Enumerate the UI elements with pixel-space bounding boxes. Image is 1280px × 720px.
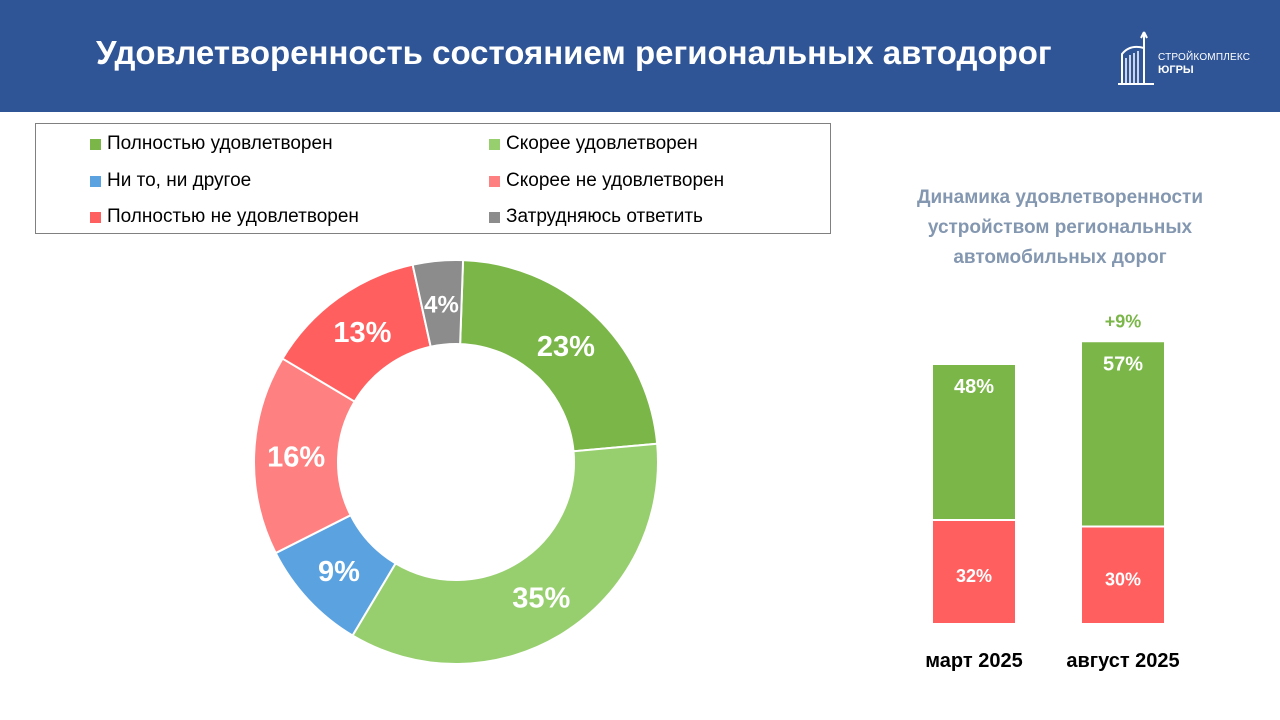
legend-label: Полностью не удовлетворен [107, 206, 359, 227]
bar-segment [931, 519, 1017, 625]
bar-value-label: 57% [1103, 353, 1143, 375]
bar-segment [931, 363, 1017, 521]
legend-swatch [489, 138, 500, 150]
legend-swatch [489, 211, 500, 223]
logo-text-line2: ЮГРЫ [1158, 64, 1194, 76]
donut-slice [411, 259, 465, 348]
legend-item: Скорее удовлетворен [489, 133, 698, 155]
bar-value-label: 30% [1105, 569, 1141, 589]
legend-swatch [90, 138, 101, 150]
donut-slice-label: 23% [537, 331, 595, 363]
bar-value-label: 32% [956, 566, 992, 586]
donut-slice-label: 13% [333, 317, 391, 349]
page-title: Удовлетворенность состоянием региональны… [96, 34, 1052, 71]
bar-segment [1080, 525, 1166, 625]
dynamics-chart-title: Динамика удовлетворенности устройством р… [916, 187, 1204, 268]
company-logo: СТРОЙКОМПЛЕКС ЮГРЫ [1114, 28, 1254, 86]
bar-category-label: март 2025 [925, 650, 1022, 672]
legend-item: Затрудняюсь ответить [489, 206, 703, 228]
donut-slice-label: 4% [424, 292, 459, 319]
legend-swatch [90, 175, 101, 187]
legend-item: Скорее не удовлетворен [489, 170, 724, 192]
logo-text-line1: СТРОЙКОМПЛЕКС [1158, 52, 1251, 63]
header-bar: Удовлетворенность состоянием региональны… [0, 0, 1280, 112]
donut-slice [459, 259, 659, 453]
legend-label: Полностью удовлетворен [107, 133, 333, 154]
legend-label: Затрудняюсь ответить [506, 206, 703, 227]
bar-segment [1080, 340, 1166, 528]
bar-value-label: 48% [954, 376, 994, 398]
legend-item: Ни то, ни другое [90, 170, 251, 192]
legend-label: Скорее не удовлетворен [506, 170, 725, 191]
legend-item: Полностью удовлетворен [90, 133, 333, 155]
bar-change-annotation: +9% [1105, 311, 1142, 331]
donut-slice [351, 442, 659, 665]
legend-swatch [489, 175, 500, 187]
donut-slice-label: 35% [512, 582, 570, 614]
legend-label: Ни то, ни другое [107, 170, 252, 191]
donut-slice-label: 9% [318, 556, 360, 588]
bar-category-label: август 2025 [1066, 650, 1179, 672]
donut-chart: 23% 35% 9% 16% 13% 4% [253, 259, 659, 665]
legend-label: Скорее удовлетворен [506, 133, 698, 154]
chart-legend: Полностью удовлетворен Скорее удовлетвор… [35, 123, 831, 234]
donut-slice-label: 16% [267, 441, 325, 473]
legend-item: Полностью не удовлетворен [90, 206, 359, 228]
building-logo-icon [1118, 31, 1154, 85]
legend-swatch [90, 211, 101, 223]
